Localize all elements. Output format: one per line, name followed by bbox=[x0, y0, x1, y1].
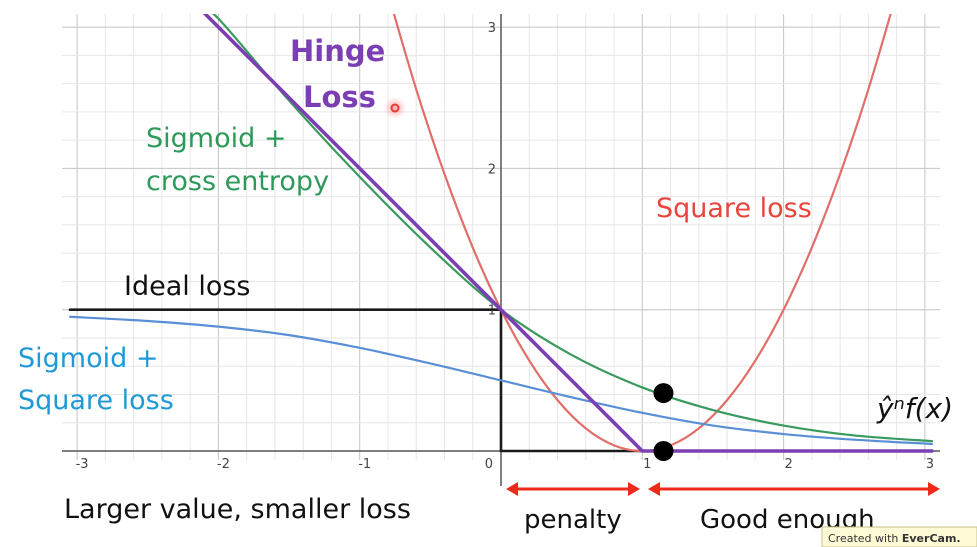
cursor-marker bbox=[384, 97, 406, 119]
y-tick-label: 2 bbox=[488, 162, 496, 177]
highlight-points bbox=[653, 383, 674, 461]
sigmoid-square-loss-curve bbox=[68, 315, 934, 446]
sigmoid-square-label-line1: Sigmoid + bbox=[18, 343, 158, 374]
highlight-point bbox=[653, 441, 674, 461]
y-tick-label: 1 bbox=[488, 304, 496, 319]
series-lines bbox=[68, 14, 934, 453]
x-axis-formula-label: ŷⁿf(x) bbox=[876, 392, 953, 425]
x-tick-label: -1 bbox=[358, 457, 371, 472]
x-tick-label: -3 bbox=[76, 457, 89, 472]
watermark-prefix: Created with bbox=[828, 532, 902, 545]
x-tick-label: -2 bbox=[217, 457, 230, 472]
x-tick-label: 2 bbox=[784, 457, 792, 472]
tick-labels: -3 -2 -1 0 1 2 3 1 2 3 bbox=[76, 21, 934, 472]
square-loss-label: Square loss bbox=[656, 193, 812, 224]
y-tick-label: 3 bbox=[488, 21, 496, 36]
grid bbox=[62, 14, 940, 460]
x-tick-label: 1 bbox=[643, 457, 651, 472]
sigmoid-ce-label-line1: Sigmoid + bbox=[146, 123, 286, 154]
x-tick-label: 0 bbox=[485, 457, 493, 472]
good-enough-arrow bbox=[648, 482, 940, 496]
highlight-point bbox=[653, 383, 674, 404]
penalty-label: penalty bbox=[524, 505, 622, 535]
x-tick-label: 3 bbox=[926, 457, 934, 472]
evercam-watermark: Created with EverCam. bbox=[821, 526, 977, 547]
hinge-loss-line bbox=[202, 14, 934, 453]
larger-value-caption: Larger value, smaller loss bbox=[64, 494, 411, 525]
penalty-arrow bbox=[506, 482, 640, 496]
ideal-loss-label: Ideal loss bbox=[124, 271, 251, 302]
hinge-loss-label-line1: Hinge bbox=[290, 34, 385, 68]
sigmoid-square-label-line2: Square loss bbox=[18, 385, 174, 416]
sigmoid-ce-label-line2: cross entropy bbox=[146, 166, 329, 197]
hinge-loss-label-line2: Loss bbox=[303, 80, 376, 114]
svg-text:Created with EverCam.: Created with EverCam. bbox=[828, 532, 961, 545]
watermark-brand: EverCam. bbox=[902, 532, 961, 545]
